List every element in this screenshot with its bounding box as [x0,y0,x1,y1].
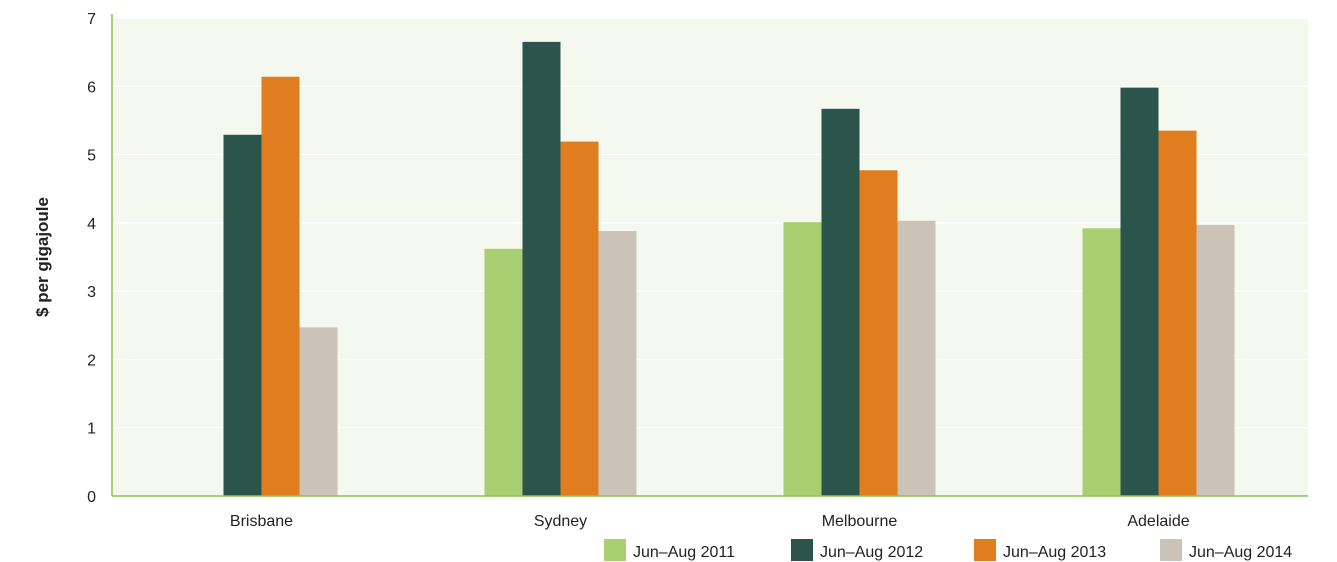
legend-item: Jun–Aug 2012 [791,539,923,561]
bar [598,231,637,496]
y-axis-label: $ per gigajoule [33,197,52,317]
x-tick-label: Sydney [534,513,587,530]
bar [261,76,300,497]
legend-swatch [974,539,996,561]
bar [1158,130,1197,496]
legend-item: Jun–Aug 2011 [604,539,735,561]
legend-label: Jun–Aug 2013 [1003,544,1106,561]
legend-label: Jun–Aug 2014 [1189,544,1292,561]
y-tick-label: 7 [87,11,96,28]
bar [522,41,561,497]
y-tick-labels: 0 1 2 3 4 5 6 7 [87,11,96,506]
y-tick-label: 6 [87,79,96,96]
bar [484,248,523,496]
y-tick-label: 2 [87,352,96,369]
bar [897,220,936,496]
x-tick-labels: Brisbane Sydney Melbourne Adelaide [230,513,1190,530]
bar [1196,224,1235,497]
y-tick-label: 0 [87,489,96,506]
y-tick-label: 1 [87,421,96,438]
legend-label: Jun–Aug 2011 [633,544,735,561]
y-tick-label: 5 [87,148,96,165]
bar [1082,228,1121,496]
bar [783,222,822,496]
legend-swatch [604,539,626,561]
legend-swatch [1160,539,1182,561]
bar [560,141,599,496]
y-tick-label: 3 [87,284,96,301]
axes [111,14,1308,497]
bar [1120,87,1159,496]
y-tick-label: 4 [87,216,96,233]
bar [223,134,262,497]
bars [223,41,1235,497]
legend-label: Jun–Aug 2012 [820,544,923,561]
legend-item: Jun–Aug 2014 [1160,539,1292,561]
x-tick-label: Melbourne [822,513,898,530]
legend-swatch [791,539,813,561]
legend-item: Jun–Aug 2013 [974,539,1106,561]
x-tick-label: Brisbane [230,513,293,530]
bar [859,170,898,496]
bar [821,108,860,496]
legend: Jun–Aug 2011 Jun–Aug 2012 Jun–Aug 2013 Jun–… [604,539,1292,561]
x-tick-label: Adelaide [1127,513,1189,530]
bar [299,327,338,496]
